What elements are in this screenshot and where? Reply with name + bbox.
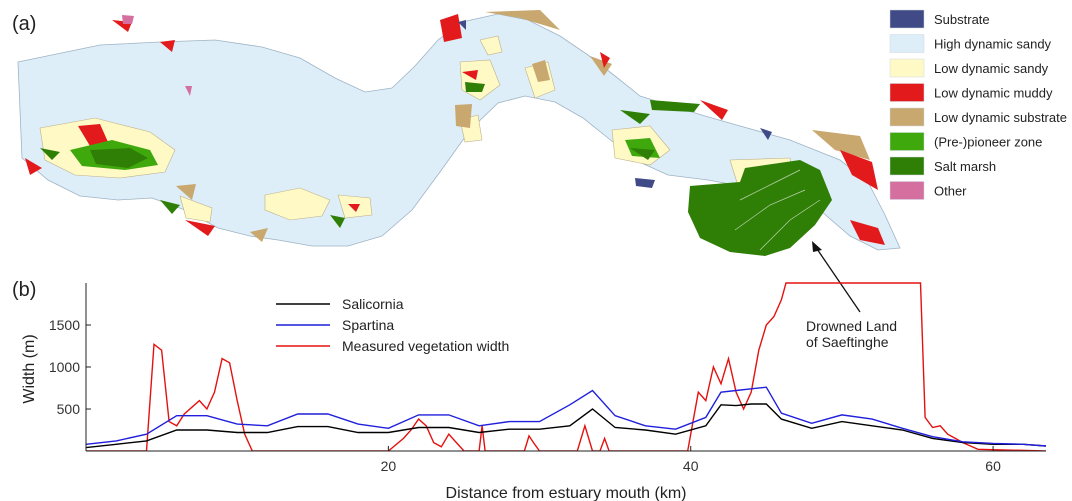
chart-legend: Salicornia Spartina Measured vegetation wi… [276,296,509,354]
series-line-salicornia [86,403,1046,449]
y-axis-label: Width (m) [21,334,38,403]
legend-label: Other [934,184,967,199]
chart-legend-label: Spartina [342,317,394,333]
legend-swatch [889,132,925,151]
legend-item: Other [889,181,967,200]
legend-item: Low dynamic muddy [889,83,1053,102]
legend-item: Substrate [889,9,990,29]
series-line-spartina [86,386,1046,447]
legend-label: (Pre-)pioneer zone [934,135,1042,150]
x-axis-label: Distance from estuary mouth (km) [446,485,687,501]
drowned-land-annotation: Drowned Land of Saeftinghe [806,241,897,350]
x-tick-label: 60 [985,458,1001,474]
low-dynamic-muddy-patches [25,14,885,245]
annotation-arrowhead [812,241,822,252]
series-layer [86,282,1046,451]
legend-swatch [889,34,925,53]
width-chart: 20 40 60 500 1000 1500 Salicornia Spartina Meas… [21,282,1046,501]
chart-legend-label: Salicornia [342,296,404,312]
map-legend: Substrate High dynamic sandy Low dynamic s… [889,9,1067,200]
legend-label: Substrate [934,12,990,27]
substrate-patches [458,20,772,188]
legend-item: Salt marsh [889,156,996,176]
x-tick-label: 40 [683,458,699,474]
legend-item: Low dynamic substrate [889,107,1067,127]
legend-item: Low dynamic sandy [889,58,1049,78]
y-tick-label: 1000 [49,359,80,375]
legend-swatch [889,156,925,176]
legend-swatch [889,58,925,78]
chart-legend-item: Spartina [276,317,394,333]
legend-label: Low dynamic muddy [934,86,1053,101]
annotation-line-2: of Saeftinghe [806,334,889,350]
legend-item: (Pre-)pioneer zone [889,132,1042,151]
other-patches [122,15,192,96]
legend-label: Low dynamic substrate [934,110,1067,125]
y-tick-label: 500 [57,401,81,417]
legend-swatch [889,107,925,127]
annotation-arrow-line [814,245,861,313]
legend-swatch [889,83,925,102]
legend-label: Low dynamic sandy [934,61,1049,76]
legend-swatch [889,9,925,29]
estuary-map [17,10,901,256]
estuary-channel [17,13,901,251]
chart-legend-item: Measured vegetation width [276,338,509,354]
annotation-line-1: Drowned Land [806,318,897,334]
salt-marsh-patches [40,82,832,256]
legend-swatch [889,181,925,200]
legend-label: Salt marsh [934,159,996,174]
marsh-creeks [734,169,821,251]
legend-label: High dynamic sandy [934,37,1052,52]
chart-legend-label: Measured vegetation width [342,338,509,354]
chart-legend-item: Salicornia [276,296,404,312]
series-line-measured-vegetation-width [86,282,1046,451]
x-tick-label: 20 [381,458,397,474]
panel-a-label: (a) [12,13,36,35]
axes: 20 40 60 500 1000 1500 [49,283,1046,474]
legend-item: High dynamic sandy [889,34,1052,53]
panel-b-label: (b) [12,279,36,301]
y-tick-label: 1500 [49,317,80,333]
